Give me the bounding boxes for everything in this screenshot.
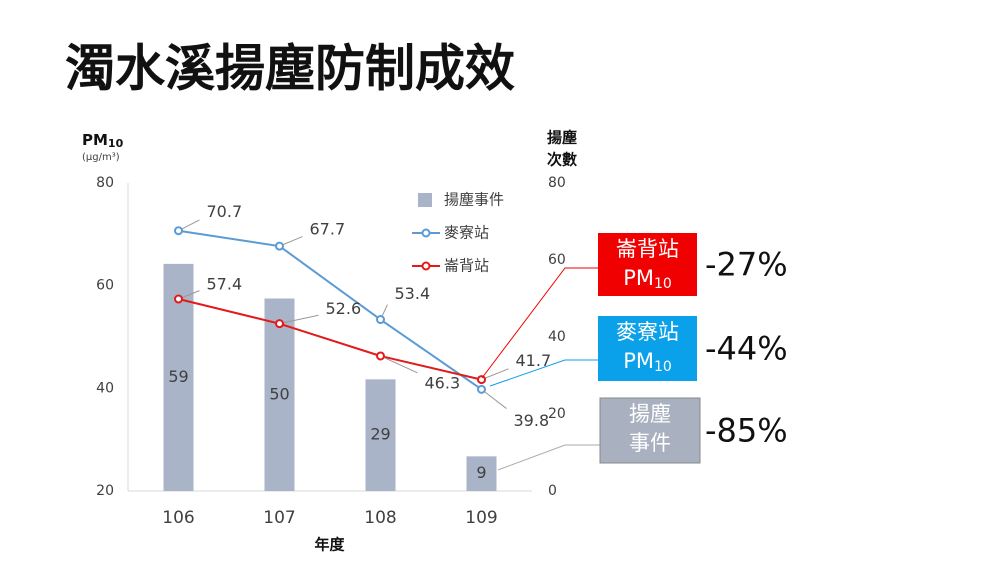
point-value-label: 41.7	[516, 351, 552, 370]
connector	[489, 359, 598, 387]
change-label: -27%	[705, 246, 788, 284]
legend-label: 揚塵事件	[444, 191, 504, 209]
bar	[264, 298, 295, 491]
callout-text-main: 事件	[629, 431, 671, 455]
x-tick-label: 106	[162, 508, 194, 528]
callout-text: PM10	[623, 349, 672, 375]
x-tick-label: 107	[263, 508, 295, 528]
y-axis-unit: (μg/m³)	[82, 152, 120, 163]
point	[376, 315, 385, 325]
point	[376, 351, 385, 361]
callout-text-main: PM	[623, 266, 654, 290]
point	[275, 319, 284, 329]
bar-value-label: 29	[370, 425, 390, 444]
callout-text-sub: 10	[654, 276, 672, 292]
bar-value-label: 9	[476, 463, 486, 482]
point	[477, 384, 486, 394]
y2-tick-label: 80	[548, 175, 566, 191]
legend-swatch	[421, 228, 431, 238]
callout-text-main: 揚塵	[629, 402, 671, 426]
y-tick-label: 80	[96, 175, 114, 191]
point-value-label: 53.4	[395, 284, 431, 303]
leader-line	[481, 388, 507, 409]
change-label: -44%	[705, 330, 788, 368]
y2-tick-label: 0	[548, 483, 557, 499]
point-value-label: 52.6	[326, 299, 362, 318]
line	[178, 229, 483, 391]
callout-text-sub: 10	[654, 359, 672, 375]
callout-box	[598, 316, 697, 381]
leader-line	[279, 314, 319, 325]
line	[178, 298, 482, 381]
bar-value-label: 59	[168, 367, 188, 386]
point-value-label: 57.4	[207, 275, 243, 294]
point	[477, 375, 486, 385]
x-tick-label: 109	[465, 508, 497, 528]
change-label: -85%	[705, 412, 788, 450]
y-tick-label: 60	[96, 278, 114, 294]
callout-text: PM10	[623, 266, 672, 292]
bar-value-label: 50	[269, 384, 289, 403]
point-value-label: 67.7	[310, 220, 346, 239]
point-value-label: 39.8	[514, 411, 550, 430]
callout-text-main: 麥寮站	[616, 320, 679, 344]
callout-text: 事件	[629, 431, 671, 455]
y2-axis-label: 次數	[547, 151, 577, 169]
y-tick-label: 40	[96, 380, 114, 396]
point-value-label: 70.7	[207, 202, 243, 221]
slide-title: 濁水溪揚塵防制成效	[65, 40, 515, 98]
bar	[365, 379, 396, 491]
callout-text: 麥寮站	[616, 320, 679, 344]
callout-text-main: PM	[623, 349, 654, 373]
legend-label: 崙背站	[444, 257, 489, 275]
y-axis-label: PM10	[82, 131, 124, 151]
y2-tick-label: 40	[548, 329, 566, 345]
y2-tick-label: 20	[548, 406, 566, 422]
point	[174, 226, 183, 236]
point	[174, 294, 183, 304]
leader-line	[481, 368, 509, 381]
y2-axis-label: 揚塵	[547, 129, 577, 147]
legend-swatch	[421, 261, 431, 271]
connector	[497, 444, 600, 471]
callout-text: 揚塵	[629, 402, 671, 426]
legend-label: 麥寮站	[444, 224, 489, 242]
bar	[466, 456, 497, 491]
point-value-label: 46.3	[425, 373, 461, 392]
y-axis-label-main: PM	[82, 131, 108, 149]
callout-box	[598, 233, 697, 296]
legend-swatch	[418, 193, 432, 207]
y2-tick-label: 60	[548, 252, 566, 268]
point	[275, 241, 284, 251]
x-axis-label: 年度	[314, 536, 345, 554]
x-tick-label: 108	[364, 508, 396, 528]
y-tick-label: 20	[96, 483, 114, 499]
y-axis-label-sub: 10	[108, 137, 124, 150]
connector	[481, 267, 598, 379]
leader-line	[380, 355, 418, 374]
callout-text-main: 崙背站	[616, 237, 679, 261]
callout-text: 崙背站	[616, 237, 679, 261]
callout-box	[599, 397, 701, 464]
